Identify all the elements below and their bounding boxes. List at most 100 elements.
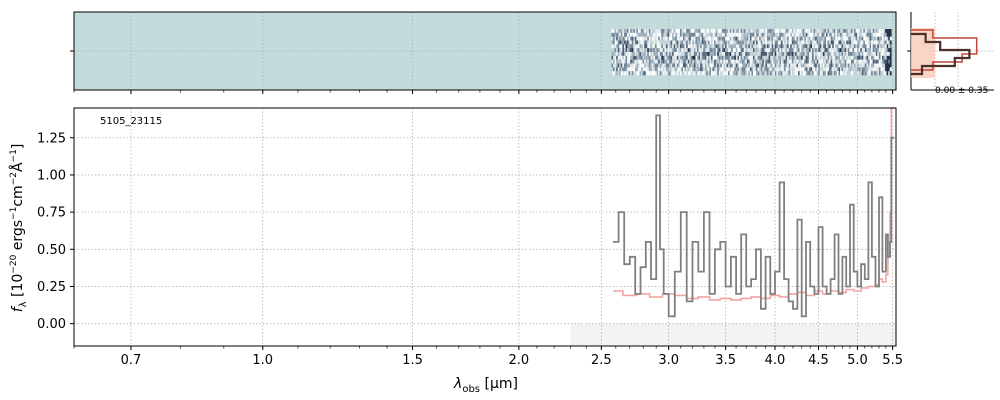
image-pixel — [762, 67, 765, 72]
image-pixel — [860, 59, 863, 64]
image-pixel — [735, 71, 738, 76]
image-pixel — [754, 55, 757, 60]
image-pixel — [735, 59, 738, 64]
image-pixel — [711, 48, 713, 53]
image-pixel — [704, 55, 707, 60]
image-pixel — [650, 48, 653, 53]
image-pixel — [776, 48, 779, 53]
image-pixel — [661, 44, 664, 49]
image-pixel — [645, 52, 648, 57]
image-pixel — [780, 29, 783, 34]
image-pixel — [692, 40, 695, 45]
image-pixel — [841, 52, 844, 57]
image-pixel — [784, 67, 786, 72]
image-pixel — [874, 67, 877, 72]
image-pixel — [634, 32, 637, 37]
image-pixel — [617, 48, 620, 53]
image-pixel — [784, 29, 786, 34]
image-pixel — [683, 55, 685, 60]
image-pixel — [888, 67, 891, 72]
image-pixel — [698, 63, 701, 68]
image-pixel — [731, 71, 734, 76]
image-pixel — [822, 63, 825, 68]
image-pixel — [812, 40, 814, 45]
image-pixel — [844, 48, 847, 53]
image-pixel — [816, 63, 819, 68]
image-pixel — [642, 29, 645, 34]
image-pixel — [631, 52, 634, 57]
image-pixel — [611, 32, 614, 37]
image-pixel — [662, 44, 665, 49]
image-pixel — [838, 55, 841, 60]
hist-model-outline — [911, 29, 978, 71]
image-pixel — [724, 36, 727, 41]
image-pixel — [683, 44, 685, 49]
image-pixel — [863, 55, 866, 60]
image-pixel — [687, 36, 690, 41]
image-pixel — [776, 67, 779, 72]
image-pixel — [704, 36, 707, 41]
image-pixel — [768, 44, 771, 49]
image-pixel — [874, 52, 877, 57]
image-pixel — [645, 36, 648, 41]
image-pixel — [641, 29, 643, 34]
image-pixel — [715, 55, 718, 60]
image-pixel — [670, 59, 673, 64]
image-pixel — [633, 67, 636, 72]
image-pixel — [630, 67, 633, 72]
image-pixel — [684, 63, 687, 68]
image-pixel — [648, 40, 651, 45]
image-pixel — [732, 59, 735, 64]
image-pixel — [738, 40, 741, 45]
image-pixel — [860, 44, 863, 49]
image-pixel — [656, 44, 659, 49]
image-pixel — [829, 52, 831, 57]
image-pixel — [801, 67, 804, 72]
image-pixel — [720, 55, 723, 60]
image-pixel — [628, 32, 631, 37]
image-pixel — [779, 29, 782, 34]
image-pixel — [760, 32, 763, 37]
image-pixel — [832, 63, 835, 68]
image-pixel — [771, 36, 774, 41]
image-pixel — [885, 71, 887, 76]
image-pixel — [812, 48, 814, 53]
image-pixel — [622, 55, 625, 60]
image-pixel — [818, 40, 821, 45]
y-tick-label: 0.75 — [37, 206, 66, 221]
image-pixel — [749, 29, 752, 34]
image-pixel — [623, 32, 626, 37]
image-pixel — [777, 55, 780, 60]
image-pixel — [852, 48, 855, 53]
image-pixel — [850, 71, 853, 76]
image-pixel — [752, 48, 755, 53]
image-pixel — [701, 59, 704, 64]
image-pixel — [858, 52, 861, 57]
image-pixel — [714, 52, 716, 57]
image-pixel — [620, 52, 623, 57]
image-pixel — [709, 29, 712, 34]
image-pixel — [726, 32, 729, 37]
image-pixel — [669, 59, 671, 64]
image-pixel — [866, 40, 869, 45]
image-pixel — [622, 32, 625, 37]
image-pixel — [614, 36, 617, 41]
image-pixel — [787, 67, 790, 72]
image-pixel — [770, 44, 772, 49]
image-pixel — [840, 32, 842, 37]
image-pixel — [678, 52, 681, 57]
image-pixel — [751, 55, 754, 60]
image-pixel — [858, 59, 861, 64]
image-pixel — [670, 29, 673, 34]
image-pixel — [886, 48, 889, 53]
image-pixel — [791, 44, 794, 49]
image-pixel — [824, 29, 827, 34]
image-pixel — [754, 71, 757, 76]
image-pixel — [836, 63, 839, 68]
image-pixel — [746, 29, 749, 34]
image-pixel — [836, 48, 839, 53]
image-pixel — [625, 63, 628, 68]
image-pixel — [760, 36, 763, 41]
image-pixel — [846, 71, 849, 76]
image-pixel — [641, 48, 643, 53]
